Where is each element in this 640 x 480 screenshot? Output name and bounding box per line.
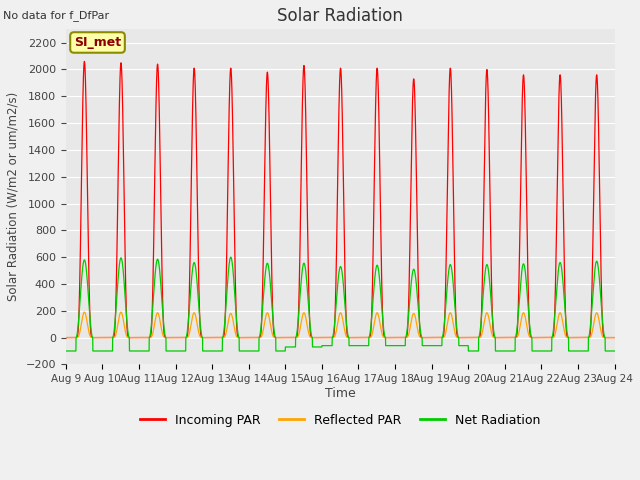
Reflected PAR <box>179 335 187 340</box>
Reflected PAR <box>611 335 618 340</box>
X-axis label: Time: Time <box>324 387 356 400</box>
Net Radiation <box>494 348 502 354</box>
Reflected PAR <box>81 309 88 315</box>
Line: Net Radiation: Net Radiation <box>66 257 614 351</box>
Line: Reflected PAR: Reflected PAR <box>66 312 614 337</box>
Incoming PAR <box>179 335 187 340</box>
Legend: Incoming PAR, Reflected PAR, Net Radiation: Incoming PAR, Reflected PAR, Net Radiati… <box>135 409 546 432</box>
Text: No data for f_DfPar: No data for f_DfPar <box>3 10 109 21</box>
Reflected PAR <box>609 335 616 340</box>
Net Radiation <box>416 324 424 329</box>
Text: SI_met: SI_met <box>74 36 121 49</box>
Incoming PAR <box>62 335 70 340</box>
Net Radiation <box>179 348 187 354</box>
Net Radiation <box>227 254 235 260</box>
Title: Solar Radiation: Solar Radiation <box>277 7 403 25</box>
Incoming PAR <box>609 335 616 340</box>
Incoming PAR <box>611 335 618 340</box>
Incoming PAR <box>494 335 502 340</box>
Y-axis label: Solar Radiation (W/m2 or um/m2/s): Solar Radiation (W/m2 or um/m2/s) <box>7 92 20 301</box>
Net Radiation <box>62 348 70 354</box>
Net Radiation <box>268 293 275 299</box>
Reflected PAR <box>494 335 502 340</box>
Net Radiation <box>609 348 616 354</box>
Incoming PAR <box>416 328 424 334</box>
Incoming PAR <box>81 59 88 64</box>
Net Radiation <box>611 348 618 354</box>
Reflected PAR <box>173 335 181 340</box>
Incoming PAR <box>173 335 181 340</box>
Incoming PAR <box>268 244 275 250</box>
Reflected PAR <box>268 326 275 332</box>
Reflected PAR <box>62 335 70 340</box>
Reflected PAR <box>416 334 424 340</box>
Line: Incoming PAR: Incoming PAR <box>66 61 614 337</box>
Net Radiation <box>173 348 181 354</box>
